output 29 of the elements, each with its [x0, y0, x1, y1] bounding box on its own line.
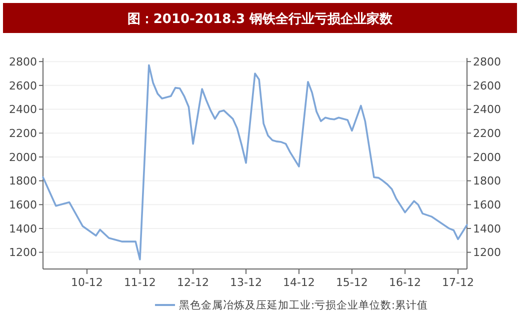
- x-tick-label: 11-12: [124, 276, 156, 289]
- y2-tick-label: 2200: [473, 126, 501, 140]
- y-tick-label: 1200: [9, 246, 37, 260]
- x-tick-label: 15-12: [336, 276, 368, 289]
- x-tick-label: 17-12: [442, 276, 474, 289]
- x-tick-label: 12-12: [177, 276, 210, 289]
- y-tick-label: 2600: [9, 79, 37, 92]
- y-tick-label: 2000: [9, 150, 37, 164]
- y2-tick-label: 2000: [473, 150, 501, 164]
- y2-tick-label: 2800: [473, 55, 501, 68]
- line-series: [42, 64, 468, 260]
- y-tick-label: 1600: [9, 198, 37, 212]
- y2-tick-label: 1400: [473, 222, 501, 236]
- y2-tick-label: 1200: [473, 246, 501, 260]
- x-tick-label: 10-12: [70, 276, 103, 289]
- y2-tick-label: 1600: [473, 198, 501, 212]
- y2-tick-label: 2600: [473, 79, 501, 92]
- y-tick-label: 1800: [9, 174, 37, 188]
- y-tick-label: 2200: [9, 126, 37, 140]
- legend-label: 黑色金属冶炼及压延加工业:亏损企业单位数:累计值: [179, 298, 428, 312]
- chart-title: 图：2010-2018.3 钢铁全行业亏损企业家数: [127, 11, 394, 27]
- y-tick-label: 2400: [9, 103, 37, 116]
- x-tick-label: 13-12: [230, 276, 262, 289]
- y2-tick-label: 2400: [473, 103, 501, 116]
- x-tick-label: 14-12: [282, 276, 315, 289]
- x-tick-label: 16-12: [389, 276, 422, 289]
- y-tick-label: 1400: [9, 222, 37, 236]
- y-tick-label: 2800: [9, 55, 37, 68]
- y2-tick-label: 1800: [473, 174, 501, 188]
